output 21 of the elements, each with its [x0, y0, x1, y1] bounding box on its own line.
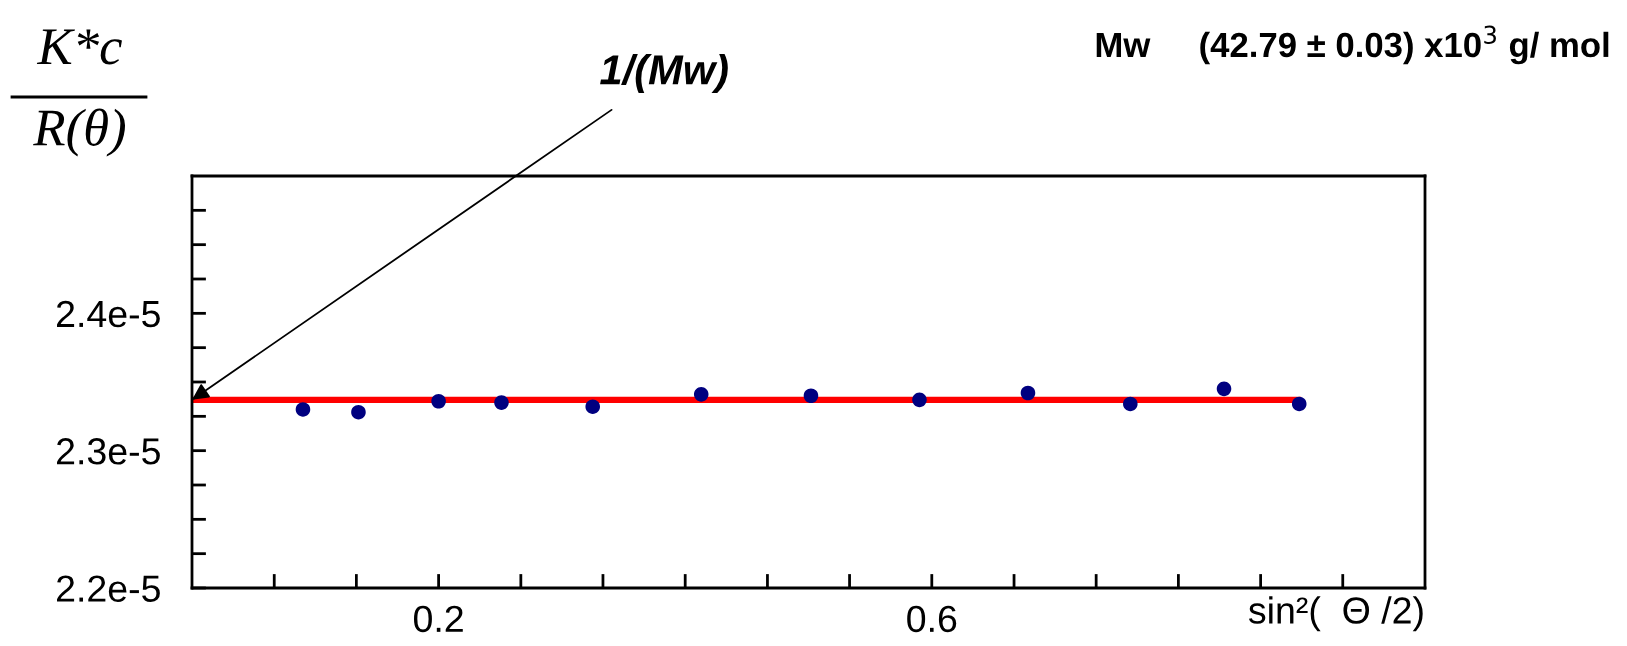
x-axis-title: sin²( Θ /2)	[1248, 596, 1423, 632]
point	[803, 388, 819, 404]
point	[912, 392, 927, 408]
x-tick-label: 0.2	[414, 605, 463, 633]
y-tick-label: 2.4e-5	[57, 300, 160, 328]
y-axis-title: K*c R(θ)	[33, 29, 126, 157]
y-tick-label: 2.3e-5	[57, 438, 160, 465]
point	[431, 393, 446, 409]
point	[1216, 381, 1232, 397]
point	[295, 402, 311, 417]
point	[351, 404, 366, 420]
point	[585, 399, 601, 414]
point	[693, 387, 709, 402]
annotation: 1/(Mw)	[600, 54, 728, 93]
point	[1020, 385, 1036, 401]
chart-title: Mw (42.79 ± 0.03) x10$^{3}$ g/ mol	[1096, 25, 1609, 65]
point	[1291, 396, 1307, 412]
point	[494, 395, 509, 410]
x-tick-label: 0.6	[907, 605, 957, 633]
point	[1123, 396, 1138, 412]
y-tick-label: 2.2e-5	[57, 575, 160, 602]
